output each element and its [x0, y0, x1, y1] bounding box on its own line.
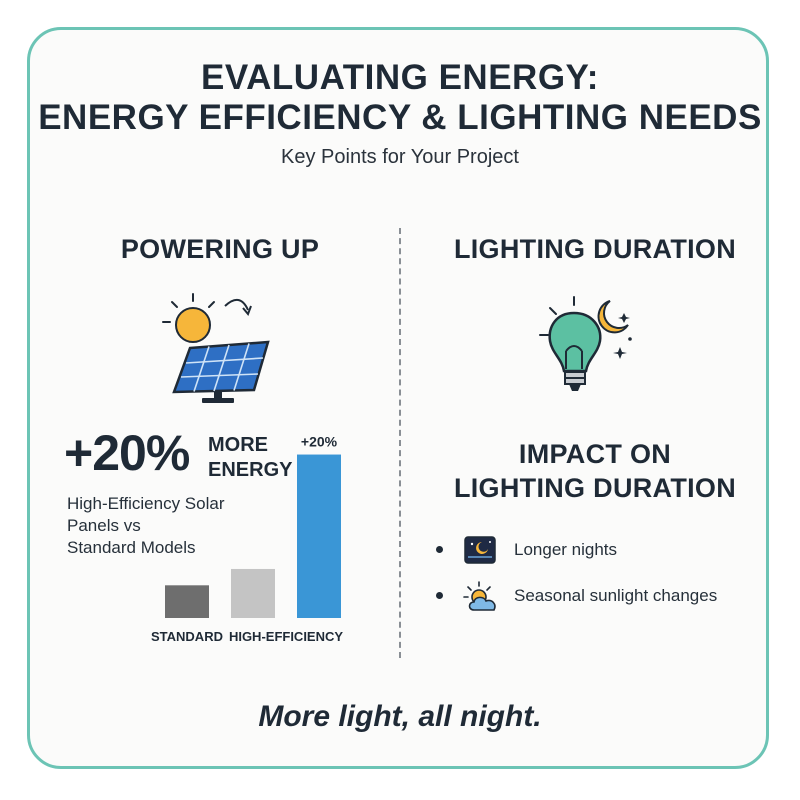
- column-divider: [399, 228, 401, 658]
- bar-3: [297, 454, 341, 618]
- infographic-card: [27, 27, 769, 769]
- description-line-2: Panels vs: [67, 516, 141, 535]
- solar-panel-with-sun-icon: [162, 293, 270, 403]
- bar-1: [165, 585, 209, 618]
- impact-heading-line-1: IMPACT ON: [518, 439, 672, 469]
- lighting-duration-heading: LIGHTING DURATION: [453, 234, 737, 264]
- stat-caption-more: MORE: [208, 434, 268, 456]
- lightbulb-with-moon-icon: [539, 296, 632, 391]
- footer-tagline: More light, all night.: [258, 700, 542, 733]
- bar-2: [231, 568, 275, 618]
- description-line-1: High-Efficiency Solar: [67, 494, 225, 513]
- stat-percent: +20%: [64, 425, 190, 481]
- impact-heading-line-2: LIGHTING DURATION: [453, 473, 737, 503]
- bullet-dot: [436, 546, 443, 553]
- stat-caption-energy: ENERGY: [208, 459, 293, 481]
- list-item-longer-nights: Longer nights: [514, 540, 618, 559]
- title-line-1: EVALUATING ENERGY:: [201, 58, 599, 97]
- subtitle: Key Points for Your Project: [281, 146, 519, 168]
- x-axis-label: STANDARD: [151, 629, 223, 644]
- bar-data-label: +20%: [301, 434, 338, 450]
- bullet-dot: [436, 592, 443, 599]
- title-line-2: ENERGY EFFICIENCY & LIGHTING NEEDS: [38, 98, 762, 137]
- x-axis-label: HIGH-EFFICIENCY: [229, 629, 343, 644]
- efficiency-bar-chart: +20% STANDARD HIGH-EFFICIENCY: [151, 434, 343, 644]
- list-item-seasonal-sunlight: Seasonal sunlight changes: [514, 586, 718, 605]
- powering-up-heading: POWERING UP: [120, 234, 320, 264]
- description-line-3: Standard Models: [67, 538, 196, 557]
- night-sky-icon: [464, 536, 496, 564]
- sun-behind-cloud-icon: [463, 581, 496, 611]
